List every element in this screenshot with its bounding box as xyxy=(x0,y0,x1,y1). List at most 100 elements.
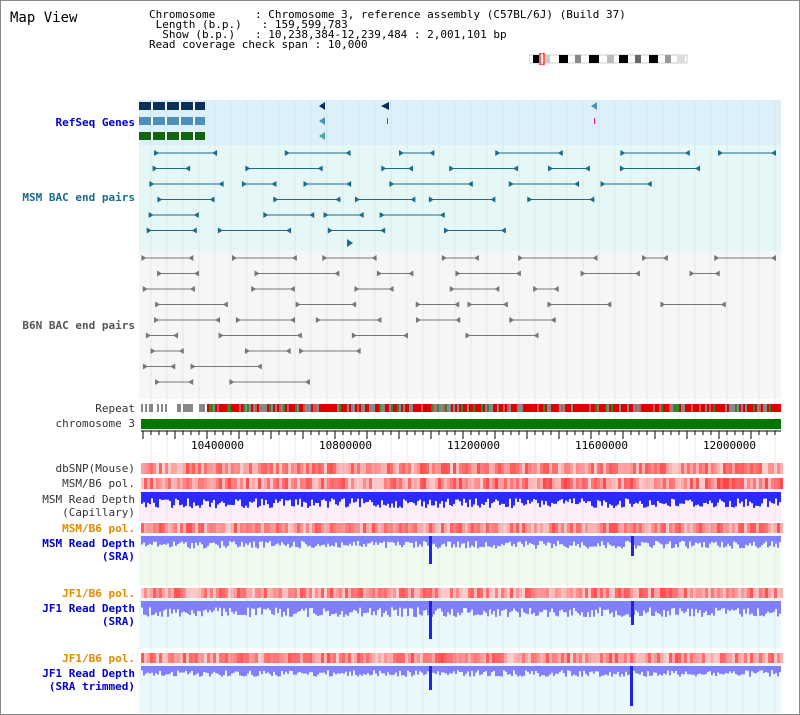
snp-density-cell xyxy=(279,588,282,598)
read-depth-bar xyxy=(529,492,531,504)
snp-density-cell xyxy=(141,478,144,489)
repeat-segment xyxy=(727,404,729,412)
msm-bac-pair-end xyxy=(620,150,626,156)
msm-bac-pair-end xyxy=(148,212,154,218)
read-depth-bar xyxy=(723,536,725,548)
b6n-bac-pair-end xyxy=(580,270,586,277)
repeat-segment xyxy=(379,404,381,412)
snp-density-cell xyxy=(213,523,216,533)
snp-density-cell xyxy=(519,523,522,533)
read-depth-bar xyxy=(745,492,747,500)
read-depth-bar xyxy=(345,601,347,615)
snp-density-cell xyxy=(534,523,537,533)
snp-density-cell xyxy=(591,523,594,533)
read-depth-bar xyxy=(509,492,511,499)
msm-bac-label[interactable]: MSM BAC end pairs xyxy=(22,191,135,204)
read-depth-bar xyxy=(693,492,695,507)
read-depth-bar xyxy=(397,601,399,616)
ideogram-position-marker[interactable] xyxy=(539,53,545,65)
snp-density-cell xyxy=(765,523,768,533)
snp-density-cell xyxy=(756,463,759,474)
b6n-bac-pair-end xyxy=(533,286,539,292)
b6n-bac-label[interactable]: B6N BAC end pairs xyxy=(22,319,135,332)
snp-density-cell xyxy=(699,478,702,489)
snp-density-cell xyxy=(417,523,420,533)
snp-density-cell xyxy=(285,478,288,489)
snp-density-cell xyxy=(465,653,468,663)
repeat-segment xyxy=(635,404,637,412)
read-depth-bar xyxy=(353,601,355,610)
refseq-genes-label[interactable]: RefSeq Genes xyxy=(55,116,135,129)
snp-density-cell xyxy=(477,588,480,598)
snp-density-cell xyxy=(402,463,405,474)
read-depth-bar xyxy=(605,536,607,549)
snp-density-cell xyxy=(684,463,687,474)
read-depth-bar xyxy=(497,536,499,546)
read-depth-bar xyxy=(663,492,665,505)
read-depth-bar xyxy=(519,666,521,676)
snp-density-cell xyxy=(564,588,567,598)
read-depth-bar xyxy=(637,536,639,546)
read-depth-bar xyxy=(149,536,151,544)
read-depth-bar xyxy=(367,492,369,502)
axis-tick-label: 10800000 xyxy=(319,439,372,452)
read-depth-bar xyxy=(519,492,521,499)
snp-density-cell xyxy=(333,653,336,663)
read-depth-bar xyxy=(605,601,607,610)
repeat-segment xyxy=(187,404,189,412)
snp-density-cell xyxy=(567,653,570,663)
read-depth-bar xyxy=(405,666,407,677)
b6n-bac-pair-end xyxy=(142,363,148,370)
repeat-segment xyxy=(281,404,283,412)
chromosome-ideogram[interactable] xyxy=(529,53,691,65)
read-depth-bar xyxy=(349,536,351,544)
repeat-segment xyxy=(493,404,495,412)
snp-density-cell xyxy=(528,478,531,489)
read-depth-bar xyxy=(603,666,605,676)
snp-density-cell xyxy=(678,588,681,598)
read-depth-bar xyxy=(351,601,353,613)
read-depth-bar xyxy=(441,601,443,612)
read-depth-bar xyxy=(513,601,515,609)
read-depth-bar xyxy=(459,492,461,502)
repeat-segment xyxy=(291,404,293,412)
read-depth-bar xyxy=(383,536,385,542)
snp-density-cell xyxy=(198,523,201,533)
read-depth-bar xyxy=(259,601,261,608)
snp-density-cell xyxy=(180,523,183,533)
snp-density-cell xyxy=(768,478,771,489)
read-depth-bar xyxy=(541,601,543,613)
read-depth-bar xyxy=(451,492,453,507)
snp-density-cell xyxy=(285,463,288,474)
snp-density-cell xyxy=(501,523,504,533)
read-depth-bar xyxy=(303,492,305,502)
read-depth-bar xyxy=(515,601,517,611)
read-depth-bar xyxy=(297,666,299,673)
read-depth-bar xyxy=(173,666,175,677)
snp-density-cell xyxy=(375,463,378,474)
snp-density-cell xyxy=(723,523,726,533)
read-depth-bar xyxy=(453,666,455,672)
read-depth-bar xyxy=(737,536,739,545)
read-depth-bar xyxy=(171,666,173,672)
read-depth-bar xyxy=(697,492,699,505)
repeat-segment xyxy=(631,404,633,412)
read-depth-bar xyxy=(487,601,489,617)
read-depth-bar xyxy=(561,536,563,545)
b6n-bac-pair-end xyxy=(408,270,414,277)
snp-density-cell xyxy=(663,463,666,474)
read-depth-bar xyxy=(577,601,579,614)
read-depth-bar xyxy=(473,666,475,677)
snp-density-cell xyxy=(240,523,243,533)
read-depth-bar xyxy=(343,601,345,617)
msm-bac-pair-end xyxy=(327,227,333,234)
repeat-segment xyxy=(619,404,621,412)
read-depth-bar xyxy=(505,492,507,508)
snp-density-cell xyxy=(255,653,258,663)
snp-density-cell xyxy=(435,653,438,663)
read-depth-bar xyxy=(691,601,693,609)
snp-density-cell xyxy=(429,653,432,663)
snp-density-cell xyxy=(660,463,663,474)
read-depth-bar xyxy=(645,666,647,677)
snp-density-cell xyxy=(162,478,165,489)
